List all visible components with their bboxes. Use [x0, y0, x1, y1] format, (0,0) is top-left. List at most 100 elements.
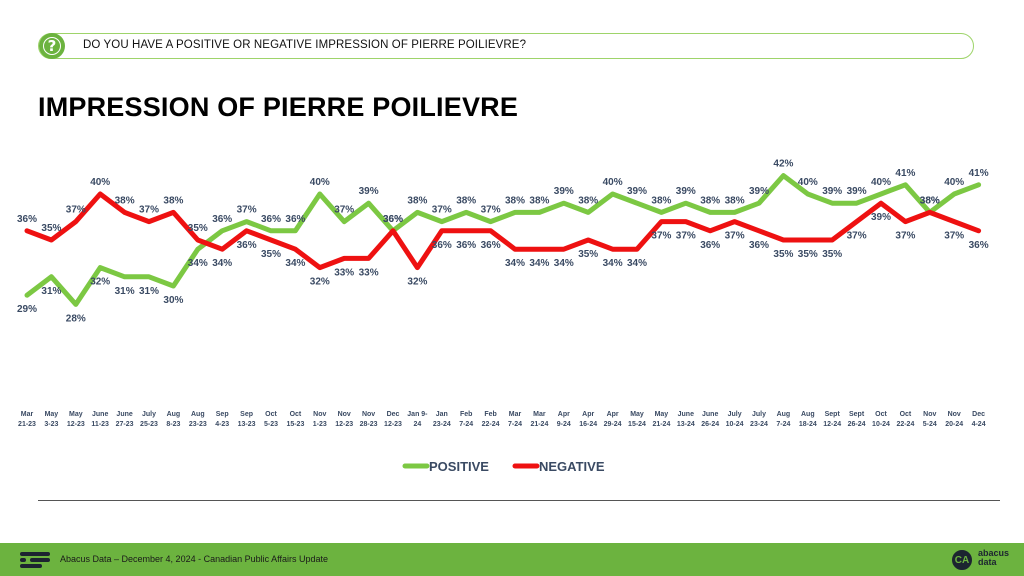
- x-tick-label: May 15-24: [628, 411, 646, 428]
- data-label-negative: 37%: [139, 205, 159, 216]
- data-label-negative: 35%: [261, 249, 281, 260]
- data-label-negative: 36%: [383, 214, 403, 225]
- x-tick-label: Oct 10-24: [872, 411, 890, 428]
- x-tick-label: Mar 7-24: [508, 411, 522, 428]
- line-chart: 29% 31% 28% 32% 31% 31% 30% 34% 36% 37% 36% 36% 40% 3…: [17, 159, 989, 474]
- x-tick-label: June 26-24: [701, 411, 719, 428]
- x-tick-label: Jan 23-24: [433, 411, 451, 428]
- data-label-positive: 41%: [969, 168, 989, 179]
- data-label-positive: 31%: [41, 286, 61, 297]
- x-tick-label: July 10-24: [726, 411, 744, 428]
- x-tick-label: Mar 21-23: [18, 411, 36, 428]
- data-label-positive: 38%: [505, 195, 525, 206]
- data-label-positive: 42%: [773, 159, 793, 170]
- x-tick-label: Feb 7-24: [459, 411, 473, 428]
- data-label-positive: 38%: [407, 195, 427, 206]
- brand-wordmark: abacus data: [978, 549, 1009, 567]
- x-tick-label: July 23-24: [750, 411, 768, 428]
- x-tick-label: Nov 28-23: [360, 411, 378, 428]
- data-label-negative: 33%: [334, 267, 354, 278]
- x-tick-label: Nov 20-24: [945, 411, 963, 428]
- data-label-positive: 38%: [529, 195, 549, 206]
- data-label-negative: 37%: [725, 231, 745, 242]
- data-label-negative: 37%: [676, 231, 696, 242]
- data-label-negative: 33%: [359, 267, 379, 278]
- x-tick-label: Apr 29-24: [604, 411, 622, 428]
- data-label-positive: 39%: [554, 186, 574, 197]
- data-label-negative: 37%: [651, 231, 671, 242]
- data-label-negative: 34%: [529, 258, 549, 269]
- data-label-negative: 36%: [481, 240, 501, 251]
- data-label-negative: 36%: [456, 240, 476, 251]
- data-label-negative: 34%: [603, 258, 623, 269]
- data-label-negative: 35%: [41, 223, 61, 234]
- data-label-negative: 39%: [871, 212, 891, 223]
- data-label-positive: 39%: [627, 186, 647, 197]
- question-bar: ? DO YOU HAVE A POSITIVE OR NEGATIVE IMP…: [38, 33, 974, 59]
- data-label-positive: 40%: [944, 177, 964, 188]
- data-label-positive: 38%: [456, 195, 476, 206]
- data-label-positive: 36%: [261, 214, 281, 225]
- data-label-positive: 37%: [481, 205, 501, 216]
- data-label-positive: 38%: [920, 195, 940, 206]
- data-label-negative: 37%: [944, 231, 964, 242]
- question-mark-icon: ?: [39, 33, 65, 59]
- data-label-negative: 32%: [310, 277, 330, 288]
- legend-label-negative: NEGATIVE: [539, 459, 605, 474]
- data-label-negative: 37%: [66, 205, 86, 216]
- data-label-positive: 30%: [163, 295, 183, 306]
- data-label-negative: 35%: [578, 249, 598, 260]
- x-tick-label: Aug 18-24: [799, 411, 817, 428]
- x-tick-label: June 27-23: [116, 411, 134, 428]
- abacus-logo-icon: [20, 552, 50, 568]
- x-tick-label: June 13-24: [677, 411, 695, 428]
- data-label-negative: 36%: [700, 240, 720, 251]
- series-line-negative: [24, 191, 982, 271]
- x-tick-label: Sept 26-24: [848, 411, 866, 428]
- data-label-positive: 36%: [212, 214, 232, 225]
- data-label-positive: 39%: [749, 186, 769, 197]
- data-label-negative: 36%: [969, 240, 989, 251]
- data-label-negative: 34%: [627, 258, 647, 269]
- chart-title: IMPRESSION OF PIERRE POILIEVRE: [38, 92, 519, 122]
- x-tick-label: Aug 7-24: [776, 411, 790, 428]
- data-label-positive: 40%: [310, 177, 330, 188]
- footer-bar: Abacus Data – December 4, 2024 - Canadia…: [0, 543, 1024, 576]
- x-tick-label: Sep 4-23: [215, 411, 229, 428]
- legend-label-positive: POSITIVE: [429, 459, 489, 474]
- data-label-positive: 32%: [90, 277, 110, 288]
- x-tick-label: Feb 22-24: [482, 411, 500, 428]
- data-label-positive: 39%: [822, 186, 842, 197]
- x-tick-label: Apr 16-24: [579, 411, 597, 428]
- data-label-negative: 38%: [920, 195, 940, 206]
- data-label-positive: 31%: [115, 286, 135, 297]
- data-label-negative: 34%: [505, 258, 525, 269]
- data-label-positive: 38%: [725, 195, 745, 206]
- x-tick-label: Dec 4-24: [972, 411, 986, 428]
- data-label-negative: 32%: [407, 277, 427, 288]
- x-tick-label: Mar 21-24: [530, 411, 548, 428]
- data-label-positive: 39%: [359, 186, 379, 197]
- x-tick-label: Oct 15-23: [286, 411, 304, 428]
- data-label-negative: 36%: [749, 240, 769, 251]
- data-label-positive: 31%: [139, 286, 159, 297]
- data-label-negative: 36%: [237, 240, 257, 251]
- data-label-positive: 38%: [651, 195, 671, 206]
- x-tick-label: Aug 23-23: [189, 411, 207, 428]
- x-tick-label: July 25-23: [140, 411, 158, 428]
- brand-line-2: data: [978, 557, 997, 567]
- data-label-negative: 40%: [90, 177, 110, 188]
- data-label-negative: 34%: [212, 258, 232, 269]
- data-label-negative: 37%: [847, 231, 867, 242]
- x-tick-label: Oct 5-23: [264, 411, 278, 428]
- x-tick-label: Nov 12-23: [335, 411, 353, 428]
- data-label-negative: 36%: [432, 240, 452, 251]
- x-tick-label: Jan 9-24: [407, 411, 428, 428]
- data-label-negative: 38%: [163, 195, 183, 206]
- data-label-positive: 36%: [383, 214, 403, 225]
- data-label-positive: 28%: [66, 313, 86, 324]
- x-tick-label: May 21-24: [652, 411, 670, 428]
- brand-line-1: abacus: [978, 548, 1010, 558]
- x-tick-label: Sep 13-23: [238, 411, 256, 428]
- series-line-positive: [24, 173, 982, 307]
